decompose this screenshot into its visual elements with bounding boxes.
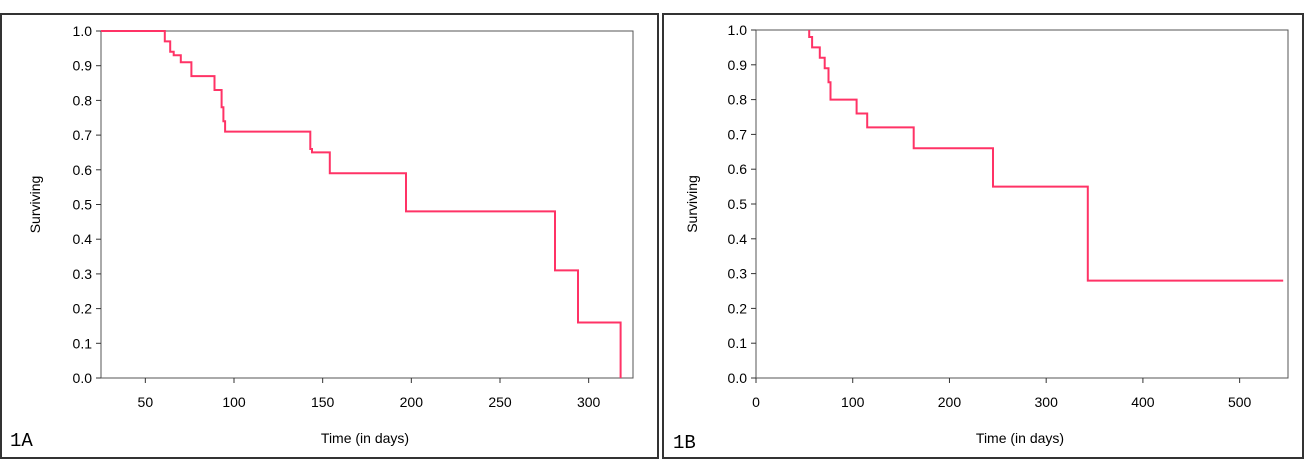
y-tick-label: 1.0 <box>73 23 93 39</box>
x-tick-label: 200 <box>400 394 424 410</box>
x-axis-label: Time (in days) <box>321 430 409 446</box>
survival-chart-1a: 0.0 0.1 0.2 0.3 0.4 0.5 0.6 0.7 0.8 0.9 1.0 50 100 15… <box>27 23 634 446</box>
y-tick-label: 0.1 <box>73 335 93 351</box>
x-tick-label: 100 <box>222 394 246 410</box>
y-tick-label: 0.4 <box>728 231 748 247</box>
x-tick-label: 500 <box>1228 394 1252 410</box>
y-tick-label: 0.1 <box>728 335 748 351</box>
x-tick-label: 50 <box>138 394 154 410</box>
y-tick-label: 0.3 <box>73 266 93 282</box>
y-tick-label: 0.2 <box>73 301 93 317</box>
x-tick-label: 0 <box>752 394 760 410</box>
panel-frame-1b <box>662 13 1304 459</box>
y-tick-label: 0.7 <box>728 126 748 142</box>
y-axis-label: Surviving <box>27 176 43 234</box>
x-tick-label: 250 <box>488 394 512 410</box>
x-tick-label: 200 <box>938 394 962 410</box>
y-tick-label: 0.9 <box>73 58 93 74</box>
y-tick-label: 0.5 <box>728 196 748 212</box>
y-tick-label: 0.0 <box>728 370 748 386</box>
y-tick-label: 0.4 <box>73 231 93 247</box>
x-tick-label: 100 <box>841 394 865 410</box>
x-tick-label: 300 <box>1035 394 1059 410</box>
y-tick-label: 0.3 <box>728 266 748 282</box>
y-tick-label: 0.7 <box>73 127 93 143</box>
plot-area <box>755 29 1289 379</box>
y-tick-label: 0.5 <box>73 197 93 213</box>
y-tick-label: 0.8 <box>728 92 748 108</box>
y-tick-label: 0.8 <box>73 92 93 108</box>
x-tick-label: 150 <box>311 394 335 410</box>
y-tick-label: 0.6 <box>728 161 748 177</box>
plot-area <box>100 30 634 379</box>
survival-curve-line <box>101 30 622 378</box>
y-tick-label: 1.0 <box>728 22 748 38</box>
y-tick-label: 0.2 <box>728 300 748 316</box>
panel-frame-1a <box>0 13 659 459</box>
y-tick-label: 0.0 <box>73 370 93 386</box>
x-tick-label: 400 <box>1131 394 1155 410</box>
survival-curve-line <box>808 30 1284 282</box>
panel-label-1a: 1A <box>10 430 33 452</box>
y-tick-label: 0.9 <box>728 57 748 73</box>
y-axis-label: Surviving <box>684 175 700 233</box>
survival-chart-1b: 0.0 0.1 0.2 0.3 0.4 0.5 0.6 0.7 0.8 0.9 1.0 0 100 200… <box>684 22 1289 446</box>
x-axis-label: Time (in days) <box>976 430 1064 446</box>
x-tick-label: 300 <box>577 394 601 410</box>
y-tick-label: 0.6 <box>73 162 93 178</box>
panel-label-1b: 1B <box>673 432 696 454</box>
